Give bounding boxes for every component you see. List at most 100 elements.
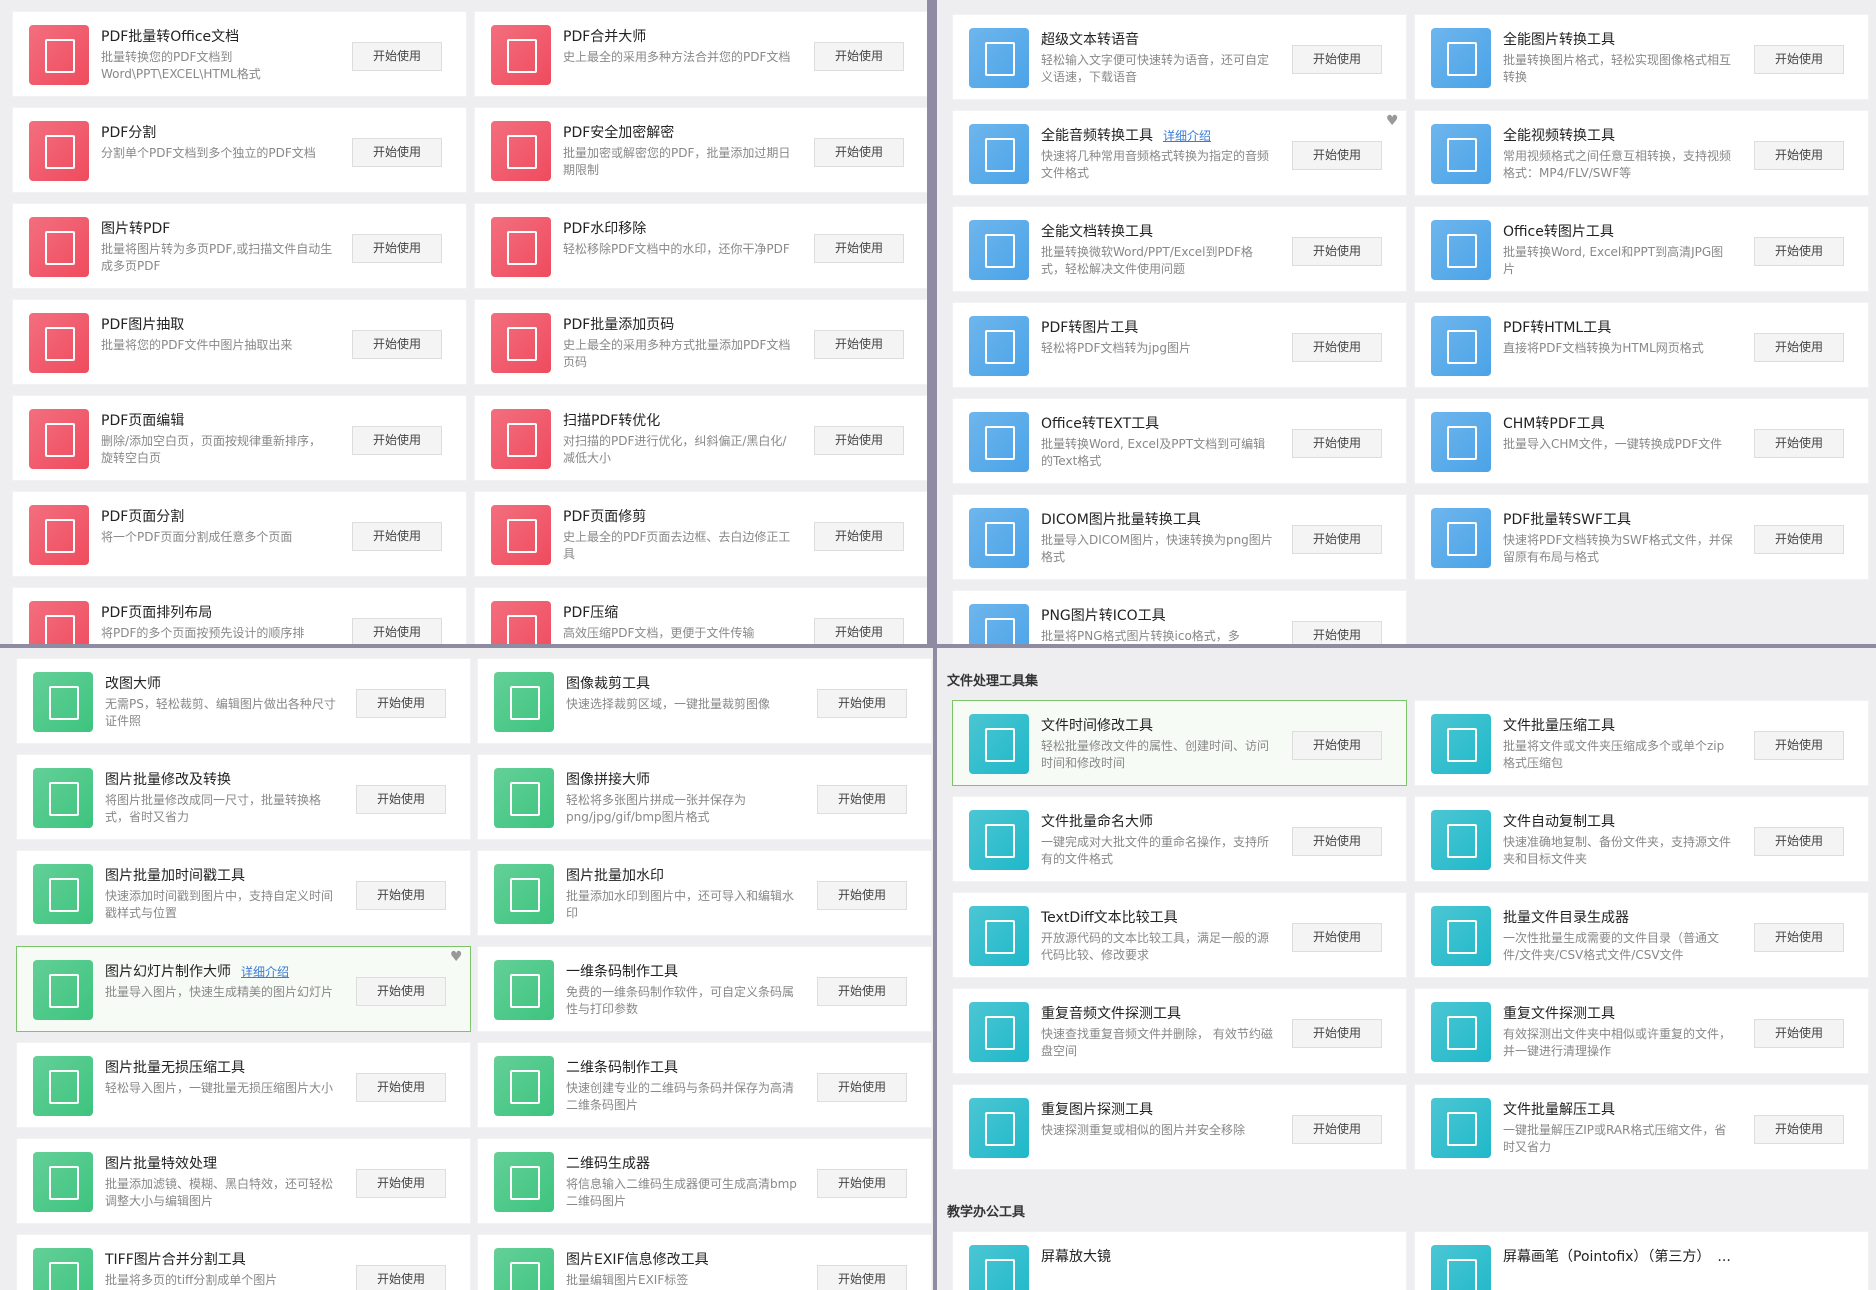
start-button[interactable]: 开始使用 <box>352 234 442 263</box>
tool-card: 屏幕画笔（Pointofix）（第三方） ... <box>1414 1231 1869 1290</box>
start-button[interactable]: 开始使用 <box>817 1265 907 1290</box>
start-button[interactable]: 开始使用 <box>356 1073 446 1102</box>
start-button[interactable]: 开始使用 <box>814 618 904 644</box>
tool-desc: 轻松将多张图片拼成一张并保存为png/jpg/gif/bmp图片格式 <box>566 793 747 824</box>
start-button[interactable]: 开始使用 <box>352 618 442 644</box>
tool-desc: 将一个PDF页面分割成任意多个页面 <box>101 530 293 544</box>
start-button[interactable]: 开始使用 <box>356 689 446 718</box>
tool-title: PDF批量添加页码 <box>563 314 674 334</box>
start-button[interactable]: 开始使用 <box>356 881 446 910</box>
start-button[interactable]: 开始使用 <box>1754 429 1844 458</box>
start-button[interactable]: 开始使用 <box>1754 731 1844 760</box>
tool-title: 重复文件探测工具 <box>1503 1003 1615 1023</box>
tool-title: 图片幻灯片制作大师 详细介绍 <box>105 961 289 981</box>
start-button[interactable]: 开始使用 <box>1754 141 1844 170</box>
start-button[interactable]: 开始使用 <box>1292 1019 1382 1048</box>
detail-link[interactable]: 详细介绍 <box>1163 129 1212 143</box>
start-button[interactable]: 开始使用 <box>814 234 904 263</box>
start-button[interactable]: 开始使用 <box>1754 237 1844 266</box>
tool-card: 图片批量无损压缩工具 轻松导入图片，一键批量无损压缩图片大小 开始使用 <box>16 1042 471 1128</box>
tool-icon <box>969 1002 1029 1062</box>
tool-title: 扫描PDF转优化 <box>563 410 660 430</box>
start-button[interactable]: 开始使用 <box>1292 141 1382 170</box>
start-button[interactable]: 开始使用 <box>352 522 442 551</box>
start-button[interactable]: 开始使用 <box>814 42 904 71</box>
start-button[interactable]: 开始使用 <box>1754 1019 1844 1048</box>
tool-title: PDF合并大师 <box>563 26 646 46</box>
tool-card: 全能图片转换工具 批量转换图片格式，轻松实现图像格式相互转换 开始使用 <box>1414 14 1869 100</box>
tool-card: 改图大师 无需PS，轻松裁剪、编辑图片做出各种尺寸证件照 开始使用 <box>16 658 471 744</box>
start-button[interactable]: 开始使用 <box>1754 827 1844 856</box>
tool-icon <box>33 672 93 732</box>
tool-title-text: Office转TEXT工具 <box>1041 416 1160 432</box>
start-button[interactable]: 开始使用 <box>1292 333 1382 362</box>
tool-card: PDF合并大师史上最全的采用多种方法合并您的PDF文档 开始使用 <box>474 11 927 97</box>
start-button[interactable]: 开始使用 <box>1292 237 1382 266</box>
tool-icon <box>33 1248 93 1290</box>
tool-icon <box>494 768 554 828</box>
tool-card: 图像裁剪工具 快速选择裁剪区域，一键批量裁剪图像 开始使用 <box>477 658 932 744</box>
tool-title: 图像拼接大师 <box>566 769 650 789</box>
start-button[interactable]: 开始使用 <box>352 42 442 71</box>
start-button[interactable]: 开始使用 <box>1292 429 1382 458</box>
tool-title: 文件批量压缩工具 <box>1503 715 1615 735</box>
start-button[interactable]: 开始使用 <box>356 1265 446 1290</box>
tool-title: 文件自动复制工具 <box>1503 811 1615 831</box>
start-button[interactable]: 开始使用 <box>356 1169 446 1198</box>
start-button[interactable]: 开始使用 <box>352 138 442 167</box>
tool-card: 图片批量加时间戳工具 快速添加时间戳到图片中，支持自定义时间戳样式与位置 开始使用 <box>16 850 471 936</box>
start-button[interactable]: 开始使用 <box>1292 45 1382 74</box>
start-button[interactable]: 开始使用 <box>817 977 907 1006</box>
start-button[interactable]: 开始使用 <box>817 881 907 910</box>
tool-icon <box>491 217 551 277</box>
start-button[interactable]: 开始使用 <box>1292 621 1382 644</box>
tool-title-text: 全能图片转换工具 <box>1503 32 1615 48</box>
start-button[interactable]: 开始使用 <box>352 330 442 359</box>
tool-icon <box>1431 1002 1491 1062</box>
start-button[interactable]: 开始使用 <box>817 785 907 814</box>
tool-title: PDF页面编辑 <box>101 410 184 430</box>
start-button[interactable]: 开始使用 <box>1754 333 1844 362</box>
start-button[interactable]: 开始使用 <box>814 330 904 359</box>
image-tools-panel: 改图大师 无需PS，轻松裁剪、编辑图片做出各种尺寸证件照 开始使用 图像裁剪工具 快速选… <box>0 648 933 1290</box>
start-button[interactable]: 开始使用 <box>814 522 904 551</box>
start-button[interactable]: 开始使用 <box>356 977 446 1006</box>
tool-icon <box>969 714 1029 774</box>
start-button[interactable]: 开始使用 <box>1754 1115 1844 1144</box>
start-button[interactable]: 开始使用 <box>814 138 904 167</box>
start-button[interactable]: 开始使用 <box>817 1169 907 1198</box>
start-button[interactable]: 开始使用 <box>1754 45 1844 74</box>
tool-icon <box>491 313 551 373</box>
tool-card: 重复文件探测工具 有效探测出文件夹中相似或许重复的文件，并一键进行清理操作 开始使用 <box>1414 988 1869 1074</box>
tool-desc: 免费的一维条码制作软件，可自定义条码属性与打印参数 <box>566 985 795 1016</box>
start-button[interactable]: 开始使用 <box>817 689 907 718</box>
tool-icon <box>29 601 89 644</box>
start-button[interactable]: 开始使用 <box>352 426 442 455</box>
tool-card: 全能视频转换工具 常用视频格式之间任意互相转换，支持视频格式：MP4/FLV/SW… <box>1414 110 1869 196</box>
start-button[interactable]: 开始使用 <box>1292 827 1382 856</box>
start-button[interactable]: 开始使用 <box>817 1073 907 1102</box>
tool-desc: 批量将多页的tiff分割成单个图片 <box>105 1273 278 1287</box>
tool-title: TIFF图片合并分割工具 <box>105 1249 246 1269</box>
tool-icon <box>969 1245 1029 1290</box>
start-button[interactable]: 开始使用 <box>1292 923 1382 952</box>
tool-title-text: 图片批量无损压缩工具 <box>105 1060 245 1076</box>
tool-card: PDF水印移除 轻松移除PDF文档中的水印，还你干净PDF 开始使用 <box>474 203 927 289</box>
tool-desc: 史上最全的采用多种方法合并您的PDF文档 <box>563 50 791 64</box>
start-button[interactable]: 开始使用 <box>1292 525 1382 554</box>
start-button[interactable]: 开始使用 <box>1292 731 1382 760</box>
start-button[interactable]: 开始使用 <box>356 785 446 814</box>
tool-card: 扫描PDF转优化 对扫描的PDF进行优化，纠斜偏正/黑白化/减低大小 开始使用 <box>474 395 927 481</box>
start-button[interactable]: 开始使用 <box>1754 923 1844 952</box>
tool-icon <box>1431 316 1491 376</box>
favorite-icon[interactable]: ♥ <box>450 949 463 965</box>
tool-card: 全能文档转换工具 批量转换微软Word/PPT/Excel到PDF格式，轻松解决文… <box>952 206 1407 292</box>
start-button[interactable]: 开始使用 <box>814 426 904 455</box>
tool-icon <box>33 1152 93 1212</box>
favorite-icon[interactable]: ♥ <box>1386 113 1399 129</box>
start-button[interactable]: 开始使用 <box>1292 1115 1382 1144</box>
tool-title: 重复图片探测工具 <box>1041 1099 1153 1119</box>
detail-link[interactable]: 详细介绍 <box>241 965 290 979</box>
start-button[interactable]: 开始使用 <box>1754 525 1844 554</box>
